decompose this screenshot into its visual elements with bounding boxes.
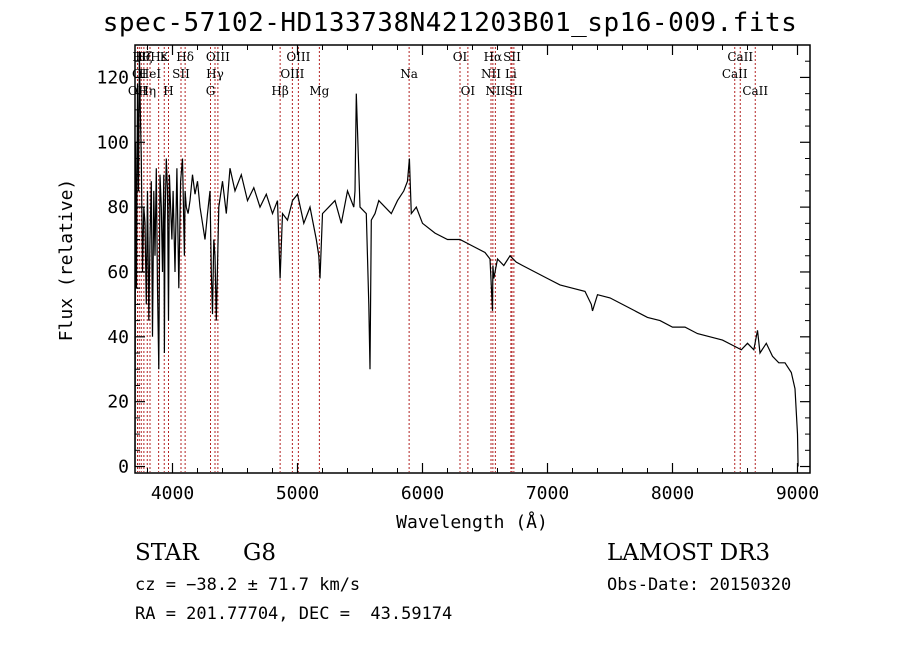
coordinates: RA = 201.77704, DEC = 43.59174 [135, 604, 453, 624]
line-marker-label: SII [172, 67, 190, 81]
y-tick-label: 120 [96, 67, 129, 88]
y-tick-label: 40 [107, 327, 129, 348]
cz-value: cz = −38.2 ± 71.7 km/s [135, 575, 361, 595]
y-axis-label: Flux (relative) [56, 179, 77, 342]
x-tick-label: 4000 [151, 483, 194, 504]
line-marker-label: NII [481, 67, 501, 81]
survey-name: LAMOST DR3 [607, 540, 771, 566]
line-marker-label: Hδ [176, 50, 194, 64]
line-marker-label: Hη [138, 84, 156, 98]
line-marker-label: Li [505, 67, 517, 81]
flux-series-line [134, 51, 799, 467]
line-marker-label: OIII [280, 67, 304, 81]
object-subclass: G8 [243, 540, 277, 566]
plot-frame [134, 44, 811, 474]
line-marker-label: H [163, 84, 173, 98]
line-marker-label: SII [503, 50, 521, 64]
y-tick-label: 100 [96, 132, 129, 153]
line-marker-label: G [206, 84, 216, 98]
line-marker-label: Hβ [271, 84, 288, 98]
line-marker-label: HeI [139, 67, 162, 81]
line-marker-label: Hθ [132, 50, 150, 64]
chart-title: spec-57102-HD133738N421203B01_sp16-009.f… [102, 8, 798, 38]
line-marker-label: SII [505, 84, 523, 98]
x-tick-label: 9000 [776, 483, 819, 504]
y-tick-label: 20 [107, 392, 129, 413]
y-tick-label: 60 [107, 262, 129, 283]
x-axis-label: Wavelength (Å) [396, 511, 548, 533]
line-marker-labels-layer: OIIOIHθHζHηHeIHεKHSIIHδGHγOIIIHβOIIIOIII… [128, 50, 769, 98]
x-tick-label: 6000 [401, 483, 444, 504]
object-class: STAR [135, 540, 199, 566]
line-marker-label: CaII [727, 50, 753, 64]
line-marker-label: Hγ [206, 67, 224, 81]
axis-ticks-layer: 4000 5000 6000 7000 8000 9000 0 20 40 60 80 100 120 [96, 45, 819, 504]
line-marker-label: Hε [150, 50, 167, 64]
x-tick-label: 7000 [526, 483, 569, 504]
observation-date: Obs-Date: 20150320 [607, 575, 792, 595]
line-marker-label: K [160, 50, 170, 64]
line-marker-label: CaII [722, 67, 748, 81]
line-marker-label: Mg [309, 84, 329, 98]
line-marker-label: OI [453, 50, 468, 64]
x-tick-label: 5000 [276, 483, 319, 504]
line-marker-label: CaII [742, 84, 768, 98]
y-tick-label: 80 [107, 197, 129, 218]
line-marker-label: Na [400, 67, 418, 81]
y-tick-label: 0 [118, 457, 129, 478]
x-tick-label: 8000 [651, 483, 694, 504]
line-marker-label: OIII [206, 50, 230, 64]
line-marker-label: Hα [484, 50, 503, 64]
line-markers-layer [137, 47, 756, 472]
line-marker-label: OIII [286, 50, 310, 64]
line-marker-label: NII [485, 84, 505, 98]
line-marker-label: OI [461, 84, 476, 98]
